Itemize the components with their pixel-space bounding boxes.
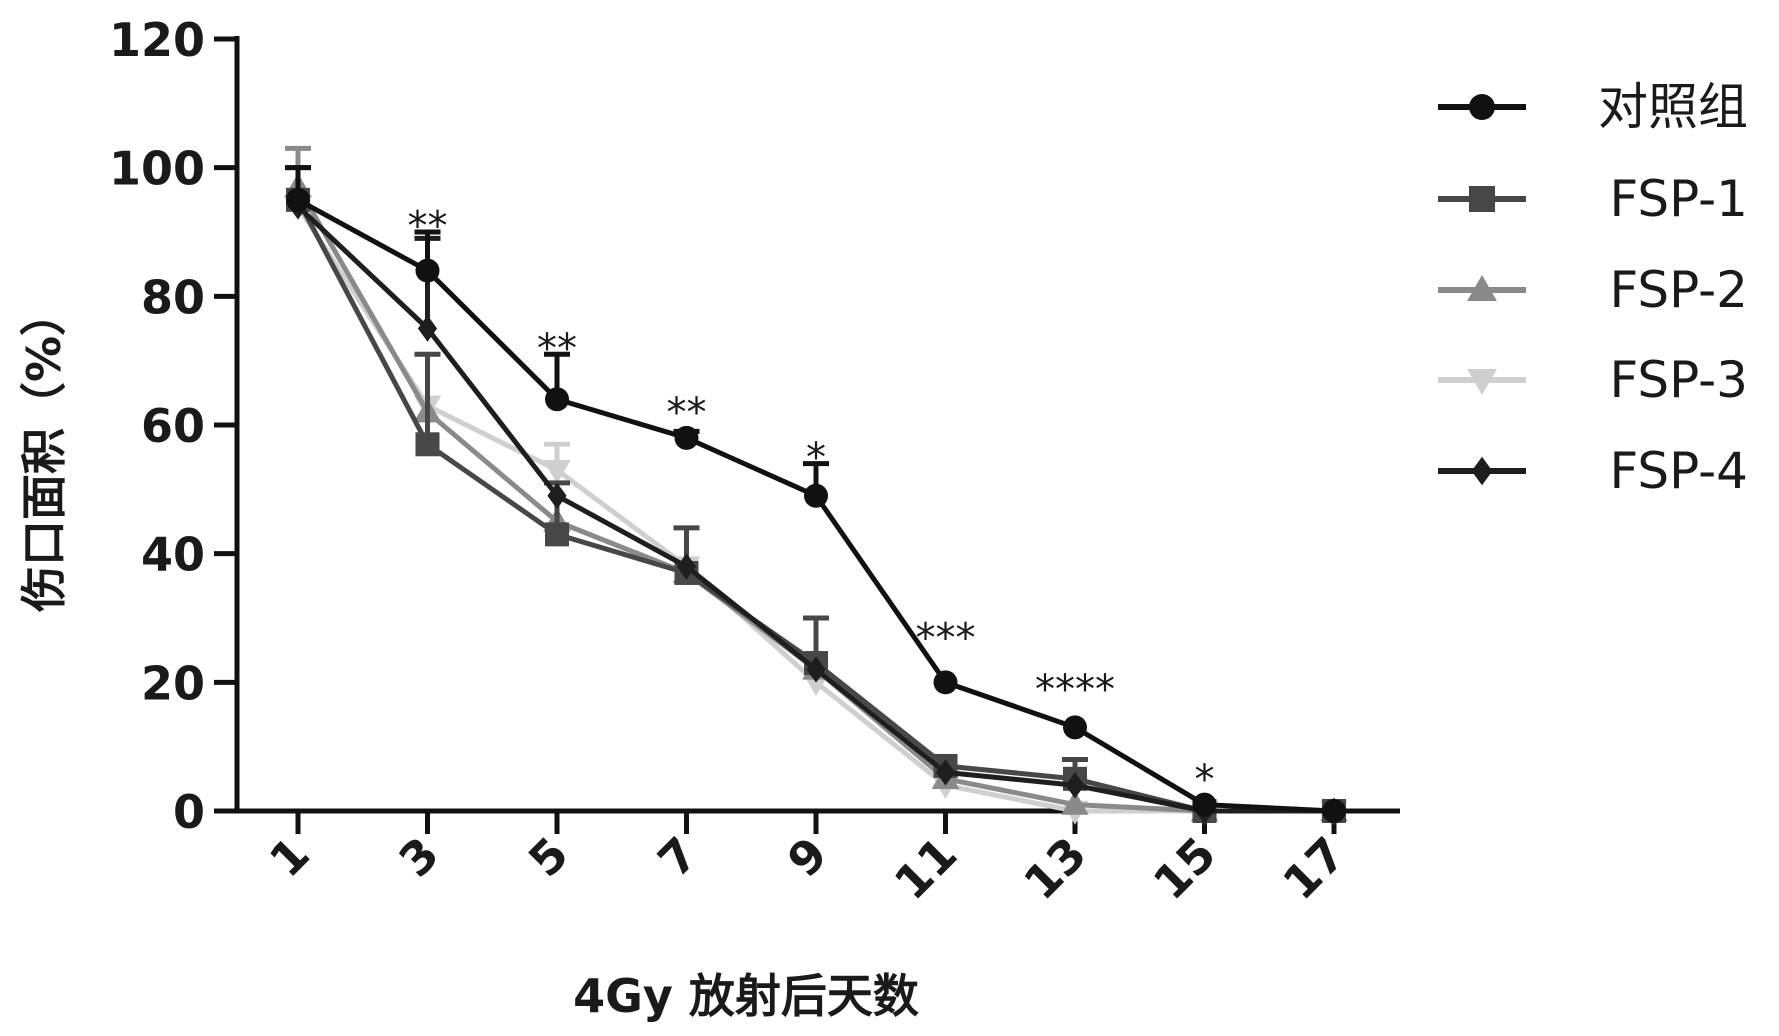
significance-label: ** bbox=[667, 390, 707, 436]
legend-label: FSP-4 bbox=[1609, 442, 1748, 500]
legend-item: FSP-3 bbox=[1438, 351, 1748, 409]
data-point bbox=[804, 484, 828, 508]
data-point bbox=[416, 259, 440, 283]
data-point bbox=[286, 188, 310, 212]
y-axis-title: 伤口面积（%） bbox=[17, 290, 71, 613]
x-tick-label: 3 bbox=[388, 827, 449, 888]
x-tick-label: 17 bbox=[1272, 827, 1355, 910]
legend-item: FSP-2 bbox=[1438, 261, 1748, 319]
data-point bbox=[1322, 799, 1346, 823]
significance-label: * bbox=[806, 435, 826, 481]
significance-label: **** bbox=[1035, 667, 1115, 713]
legend-item: FSP-4 bbox=[1438, 442, 1748, 500]
series-layer bbox=[284, 148, 1348, 824]
legend-item: FSP-1 bbox=[1438, 170, 1748, 228]
y-ticks: 0 20 40 60 80 100 120 bbox=[109, 13, 237, 839]
x-tick-label: 15 bbox=[1143, 827, 1226, 910]
x-tick-label: 7 bbox=[647, 827, 708, 888]
x-tick-label: 1 bbox=[259, 827, 320, 888]
series-3 bbox=[284, 196, 1348, 825]
x-ticks: 1357911131517 bbox=[259, 811, 1356, 910]
data-point bbox=[934, 670, 958, 694]
data-point bbox=[545, 522, 569, 546]
legend-label: 对照组 bbox=[1598, 78, 1748, 136]
y-tick-label: 60 bbox=[141, 399, 205, 453]
y-tick-label: 80 bbox=[141, 270, 205, 324]
x-tick-label: 9 bbox=[777, 827, 838, 888]
x-tick-label: 11 bbox=[884, 827, 967, 910]
legend-swatch-marker bbox=[1472, 457, 1493, 486]
significance-label: * bbox=[1195, 757, 1215, 803]
legend-label: FSP-2 bbox=[1609, 261, 1748, 319]
chart-axes bbox=[237, 36, 1400, 811]
y-tick-label: 20 bbox=[141, 656, 205, 710]
legend-item: 对照组 bbox=[1438, 78, 1748, 136]
legend-swatch-marker bbox=[1469, 94, 1495, 120]
data-point bbox=[1063, 715, 1087, 739]
significance-label: ** bbox=[537, 326, 577, 372]
y-tick-label: 0 bbox=[173, 785, 205, 839]
x-tick-label: 13 bbox=[1013, 827, 1096, 910]
chart-legend: 对照组 FSP-1 FSP-2 FSP-3 FSP-4 bbox=[1438, 78, 1748, 500]
series-0 bbox=[285, 168, 1346, 823]
y-tick-label: 120 bbox=[109, 13, 205, 67]
data-point bbox=[416, 432, 440, 456]
x-axis-title: 4Gy 放射后天数 bbox=[573, 969, 919, 1023]
legend-label: FSP-1 bbox=[1609, 170, 1748, 228]
y-tick-label: 40 bbox=[141, 528, 205, 582]
data-point bbox=[545, 387, 569, 411]
legend-label: FSP-3 bbox=[1609, 351, 1748, 409]
y-tick-label: 100 bbox=[109, 142, 205, 196]
x-tick-label: 5 bbox=[518, 827, 579, 888]
significance-label: *** bbox=[916, 615, 976, 661]
legend-swatch-marker bbox=[1469, 186, 1495, 212]
significance-label: ** bbox=[408, 204, 448, 250]
